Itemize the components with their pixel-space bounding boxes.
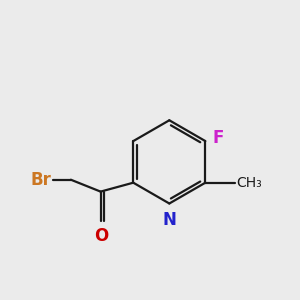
Text: Br: Br [31,171,52,189]
Text: N: N [162,211,176,229]
Text: O: O [94,227,109,245]
Text: F: F [213,129,224,147]
Text: CH₃: CH₃ [237,176,262,190]
